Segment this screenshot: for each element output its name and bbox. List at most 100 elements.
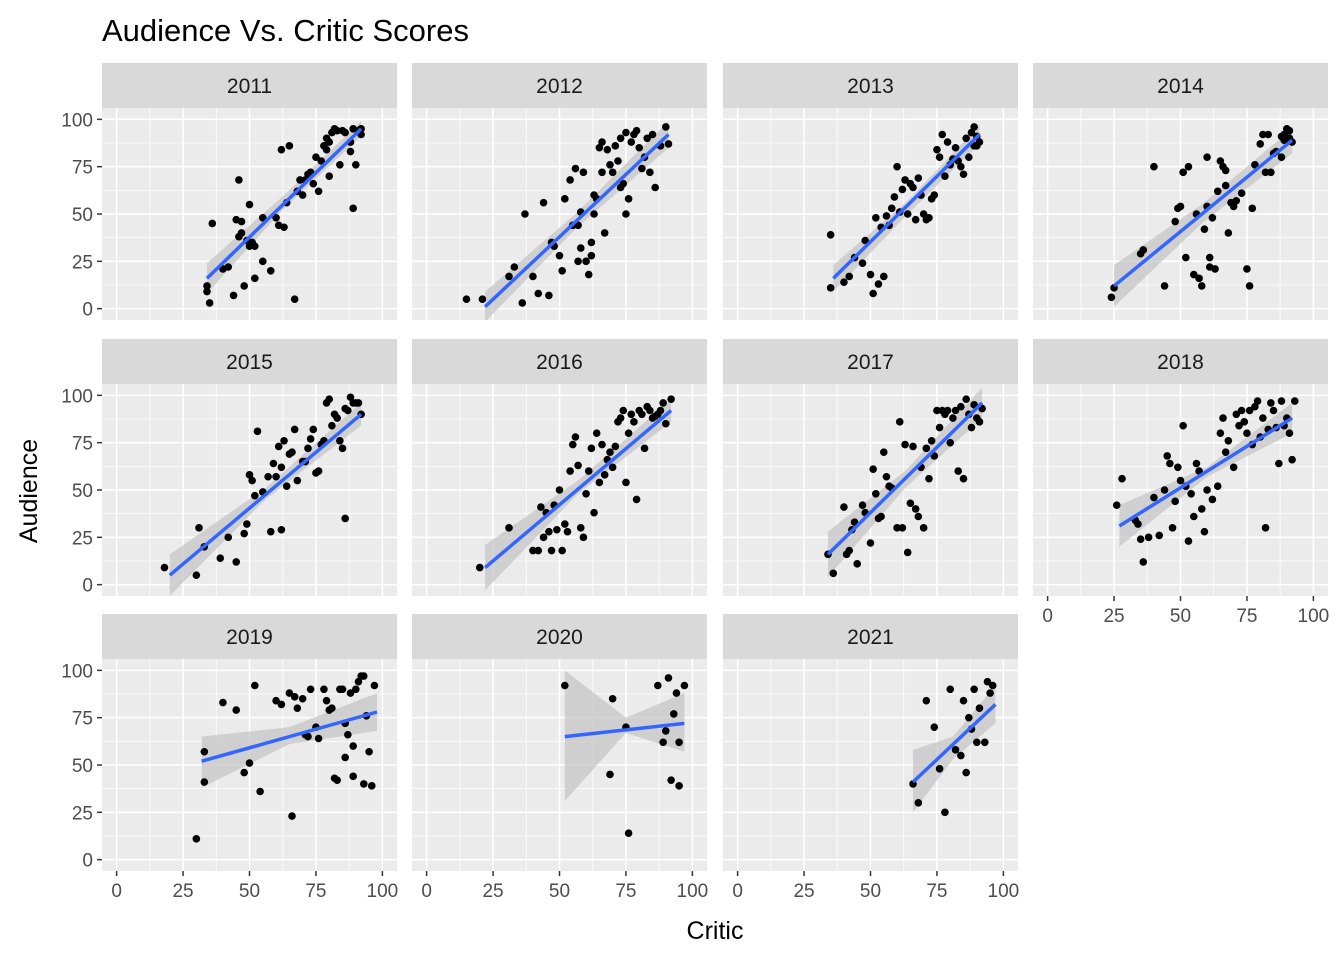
data-point [656,406,665,415]
data-point [887,204,896,213]
data-point [547,546,556,555]
data-point [1211,265,1219,273]
facet-strip [412,339,707,384]
y-axes: 0 25 50 75 100 0 25 50 75 100 0 25 50 75 100 [61,110,102,872]
confidence-ribbon [1119,402,1293,547]
data-point [224,533,233,542]
data-point [1187,489,1195,498]
data-point [957,751,965,760]
data-point [333,126,342,135]
facet-strip-label: 2020 [536,626,583,649]
data-point [946,438,955,447]
data-point [1277,153,1286,162]
data-point [967,423,976,432]
x-tick-label: 75 [615,881,636,902]
data-point [1139,558,1148,566]
confidence-ribbon [201,693,378,788]
data-point [309,425,318,434]
data-point [288,812,296,820]
data-point [359,780,368,788]
data-point [869,289,877,298]
data-point [646,168,654,177]
data-point [608,694,617,703]
data-point [901,440,909,449]
data-point [877,512,885,521]
data-point [298,191,307,199]
y-tick-label: 25 [72,252,93,273]
data-point [654,681,662,690]
data-point [232,706,241,714]
trend-line [1118,416,1294,528]
data-point [561,195,569,203]
data-point [1174,463,1182,472]
data-point [251,274,259,283]
data-point [336,160,344,169]
data-point [336,436,344,445]
y-tick-label: 100 [61,661,93,682]
data-point [251,491,259,500]
data-point [160,563,169,572]
data-point [933,406,941,415]
data-point [1189,512,1198,521]
facet-strip-label: 2013 [847,75,894,98]
data-point [598,168,606,177]
confidence-ribbon [564,670,685,801]
data-point [975,418,984,426]
data-point [1139,246,1148,254]
facet-strip-label: 2015 [226,351,273,374]
data-point [576,524,585,532]
data-point [367,782,376,790]
data-point [664,674,673,682]
data-point [662,727,670,735]
data-point [290,425,299,434]
data-point [203,287,211,296]
data-point [539,533,548,542]
data-point [635,143,644,152]
x-tick-label: 75 [926,881,947,902]
data-point [608,168,617,177]
data-point [545,291,553,300]
data-point [1285,429,1294,438]
data-point [285,689,294,697]
data-point [1213,482,1222,491]
data-point [829,569,838,578]
data-point [317,157,326,165]
data-point [203,282,211,290]
data-point [970,123,978,131]
data-point [898,524,907,532]
data-point [237,217,246,226]
data-point [240,529,248,538]
data-point [622,478,630,487]
data-point [622,210,630,218]
data-point [906,499,915,508]
data-point [285,142,294,150]
data-point [890,193,899,201]
data-point [959,474,968,483]
facet-strip-label: 2014 [1157,75,1204,98]
data-point [675,738,683,747]
data-point [352,685,360,694]
data-point [965,713,973,722]
data-point [1179,421,1187,430]
data-point [943,138,952,146]
confidence-ribbon [1114,128,1293,307]
facet-strip [102,63,397,108]
data-point [941,172,949,180]
data-point [959,696,968,705]
data-point [574,461,582,470]
data-point [630,418,638,426]
data-point [282,482,291,491]
facet-strip [412,614,707,659]
trend-line [826,401,984,556]
data-point [1184,162,1193,171]
data-point [879,272,888,281]
data-point [872,213,880,222]
data-point [866,270,875,279]
data-point [669,710,678,718]
data-point [1221,448,1230,456]
data-point [354,399,363,407]
trend-line [168,412,363,577]
x-tick-label: 25 [793,881,814,902]
data-point [1179,168,1187,177]
data-point [1261,168,1270,177]
